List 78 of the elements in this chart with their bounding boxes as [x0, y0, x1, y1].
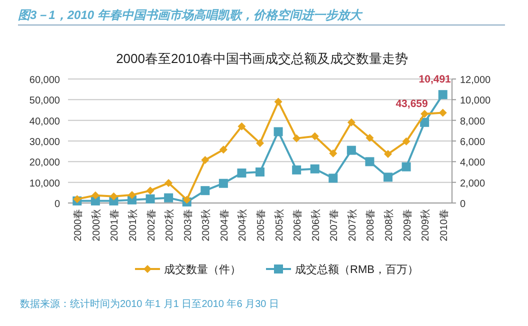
point: [238, 122, 246, 130]
data-label: 10,491: [418, 74, 452, 86]
y-tick-label: 0: [54, 199, 60, 210]
point: [237, 168, 246, 178]
point: [146, 186, 154, 195]
x-tick-label: 2006春: [292, 209, 304, 242]
x-tick-label: 2001春: [110, 209, 121, 242]
point: [438, 90, 448, 100]
x-tick-label: 2000春: [73, 209, 84, 242]
point: [110, 192, 118, 200]
y2-tick-label: 8,000: [460, 116, 486, 128]
x-tick-label: 2003春: [182, 209, 194, 242]
x-tick-label: 2004春: [219, 209, 230, 242]
y2-tick-label: 10,000: [460, 96, 492, 107]
x-tick-label: 2009春: [402, 209, 414, 242]
y2-tick-label: 0: [460, 199, 466, 210]
x-tick-label: 2007秋: [346, 209, 358, 242]
x-tick-label: 2006秋: [310, 209, 322, 242]
y-tick-label: 40,000: [29, 116, 60, 128]
point: [402, 162, 411, 172]
x-tick-label: 2009秋: [420, 209, 432, 242]
y-tick-label: 60,000: [29, 75, 60, 86]
x-tick-label: 2008秋: [383, 209, 395, 242]
x-tick-label: 2003秋: [200, 209, 212, 242]
point: [420, 110, 429, 118]
point: [292, 134, 301, 142]
point: [347, 118, 356, 126]
point: [329, 149, 338, 158]
point: [384, 150, 392, 158]
point: [218, 178, 228, 188]
point: [384, 172, 392, 182]
x-tick-label: 2007春: [329, 209, 340, 242]
x-tick-label: 2004秋: [236, 209, 249, 242]
y2-tick-label: 4,000: [460, 158, 486, 169]
point: [366, 134, 374, 142]
point: [256, 168, 264, 176]
point: [346, 146, 356, 155]
x-tick-label: 2001秋: [127, 209, 139, 242]
x-tick-label: 2000秋: [90, 209, 102, 242]
y-tick-label: 50,000: [29, 96, 60, 107]
point: [310, 164, 320, 174]
point: [274, 98, 282, 106]
y-tick-label: 30,000: [29, 137, 60, 148]
point: [274, 127, 283, 136]
legend-label: 成交数量（件）: [164, 263, 241, 276]
legend-label: 成交总额（RMB，百万）: [295, 263, 418, 276]
chart-subtitle: 2000春至2010春中国书画成交总额及成交数量走势: [116, 51, 408, 66]
point: [128, 190, 136, 199]
y2-tick-label: 2,000: [460, 178, 486, 190]
point: [310, 132, 319, 140]
point: [200, 186, 210, 196]
point: [328, 174, 338, 183]
point: [164, 193, 174, 202]
chart-title: 图3－1，2010 年春中国书画市场高唱凯歌，价格空间进一步放大: [18, 8, 364, 22]
point: [219, 146, 228, 154]
point: [201, 156, 210, 164]
point: [182, 196, 191, 204]
y-tick-label: 20,000: [29, 158, 60, 169]
point: [164, 178, 173, 187]
y-tick-label: 10,000: [29, 178, 60, 190]
point: [420, 118, 430, 127]
point: [438, 108, 447, 117]
data-label: 43,659: [396, 98, 428, 110]
point: [292, 165, 302, 174]
x-tick-label: 2002秋: [164, 209, 176, 242]
point: [146, 194, 155, 204]
point: [91, 191, 100, 200]
x-tick-label: 2010春: [438, 209, 450, 242]
point: [402, 137, 410, 146]
point: [365, 157, 374, 166]
y2-tick-label: 12,000: [460, 75, 492, 86]
x-tick-label: 2002春: [146, 209, 158, 242]
x-tick-label: 2005秋: [273, 209, 286, 242]
y2-tick-label: 6,000: [460, 137, 486, 148]
source-note: 数据来源：统计时间为2010 年1 月1 日至2010 年6 月30 日: [20, 298, 279, 310]
x-tick-label: 2005春: [256, 209, 267, 242]
point: [256, 139, 264, 148]
x-tick-label: 2008春: [366, 209, 377, 242]
